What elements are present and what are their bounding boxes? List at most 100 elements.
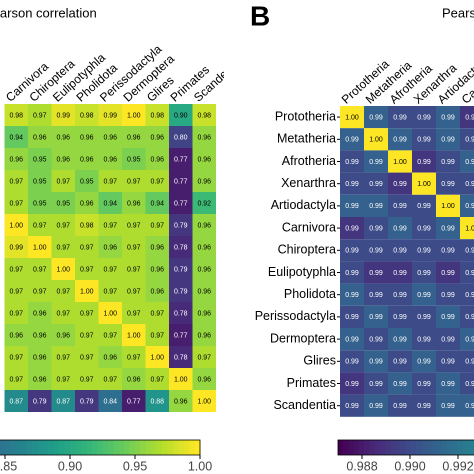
heatmap-cell [364, 328, 388, 351]
heatmap-cell [460, 261, 474, 284]
heatmap-cell [98, 324, 122, 346]
heatmap-cell [75, 192, 99, 214]
heatmap-cell [122, 170, 146, 192]
heatmap-cell [75, 214, 99, 236]
cell-label: 0.99 [441, 381, 455, 388]
cell-label: 1.00 [465, 225, 474, 232]
cell-label: 0.96 [197, 222, 211, 229]
cell-label: 0.99 [465, 114, 474, 121]
colorbar-segment [97, 440, 103, 455]
cell-label: 0.77 [174, 156, 188, 163]
heatmap-cell [51, 214, 75, 236]
cell-label: 0.96 [127, 134, 141, 141]
heatmap-cell [122, 214, 146, 236]
heatmap-cell [192, 368, 216, 390]
cell-label: 0.96 [150, 156, 164, 163]
heatmap-cell [98, 390, 122, 412]
heatmap-cell [412, 394, 436, 417]
colorbar-segment [5, 440, 11, 455]
heatmap-cell [145, 302, 169, 324]
cell-label: 1.00 [9, 222, 23, 229]
colorbar-segment [162, 440, 168, 455]
cell-label: 0.99 [345, 248, 359, 255]
heatmap-cell [169, 258, 193, 280]
cell-label: 0.99 [369, 314, 383, 321]
cell-label: 0.99 [393, 359, 407, 366]
heatmap-cell [169, 390, 193, 412]
cell-label: 0.99 [465, 159, 474, 166]
heatmap-cell [169, 148, 193, 170]
heatmap-cell [122, 104, 146, 126]
heatmap-cell [28, 170, 52, 192]
row-label: Dermoptera [270, 331, 336, 345]
heatmap-cell [436, 150, 460, 173]
heatmap-cell [388, 394, 412, 417]
cell-label: 0.97 [103, 266, 117, 273]
cell-label: 0.99 [345, 225, 359, 232]
cell-label: 0.97 [56, 244, 70, 251]
cell-label: 0.99 [465, 314, 474, 321]
cell-label: 0.96 [103, 156, 117, 163]
heatmap-cell [364, 150, 388, 173]
cell-label: 1.00 [103, 310, 117, 317]
cell-label: 0.96 [33, 134, 47, 141]
cell-label: 0.96 [56, 134, 70, 141]
cell-label: 0.99 [345, 270, 359, 277]
heatmap-cell [192, 192, 216, 214]
cell-label: 1.00 [56, 266, 70, 273]
heatmap-cell [412, 328, 436, 351]
heatmap-cell [28, 280, 52, 302]
cell-label: 0.99 [417, 359, 431, 366]
colorbar-segment [457, 440, 464, 455]
heatmap-cell [388, 328, 412, 351]
heatmap-cell [412, 239, 436, 262]
cell-label: 0.99 [441, 181, 455, 188]
cell-label: 0.99 [441, 359, 455, 366]
colorbar-segment [410, 440, 417, 455]
heatmap-cell [364, 372, 388, 395]
cell-label: 0.96 [80, 200, 94, 207]
cell-label: 0.97 [150, 222, 164, 229]
cell-label: 0.99 [417, 292, 431, 299]
cell-label: 0.99 [369, 381, 383, 388]
panel-a-title: Pearson correlation [0, 5, 97, 20]
heatmap-cell [192, 258, 216, 280]
heatmap-cell [340, 194, 364, 217]
heatmap-cell [169, 236, 193, 258]
cell-label: 0.99 [393, 314, 407, 321]
cell-label: 0.78 [174, 354, 188, 361]
cell-label: 0.97 [80, 244, 94, 251]
cell-label: 0.99 [465, 137, 474, 144]
cell-label: 0.99 [441, 403, 455, 410]
cell-label: 0.87 [56, 398, 70, 405]
cell-label: 1.00 [127, 332, 141, 339]
cell-label: 0.97 [127, 266, 141, 273]
cell-label: 0.79 [174, 288, 188, 295]
cell-label: 1.00 [127, 112, 141, 119]
heatmap-cell [460, 372, 474, 395]
heatmap-cell [340, 394, 364, 417]
heatmap-cell [436, 239, 460, 262]
heatmap-cell [145, 258, 169, 280]
cell-label: 0.99 [369, 159, 383, 166]
cell-label: 0.99 [465, 381, 474, 388]
heatmap-cell [28, 148, 52, 170]
cell-label: 0.97 [127, 354, 141, 361]
cell-label: 0.99 [417, 114, 431, 121]
colorbar-segment [436, 440, 443, 455]
cell-label: 0.99 [417, 336, 431, 343]
heatmap-cell [75, 170, 99, 192]
heatmap-cell [145, 368, 169, 390]
cell-label: 0.79 [80, 398, 94, 405]
cell-label: 0.97 [197, 354, 211, 361]
heatmap-cell [340, 128, 364, 151]
heatmap-cell [122, 324, 146, 346]
colorbar-segment [80, 440, 87, 455]
heatmap-cell [340, 350, 364, 373]
cell-label: 1.00 [441, 203, 455, 210]
heatmap-cell [145, 324, 169, 346]
heatmap-cell [98, 302, 122, 324]
cell-label: 0.84 [103, 398, 117, 405]
heatmap-cell [28, 104, 52, 126]
heatmap-cell [75, 302, 99, 324]
